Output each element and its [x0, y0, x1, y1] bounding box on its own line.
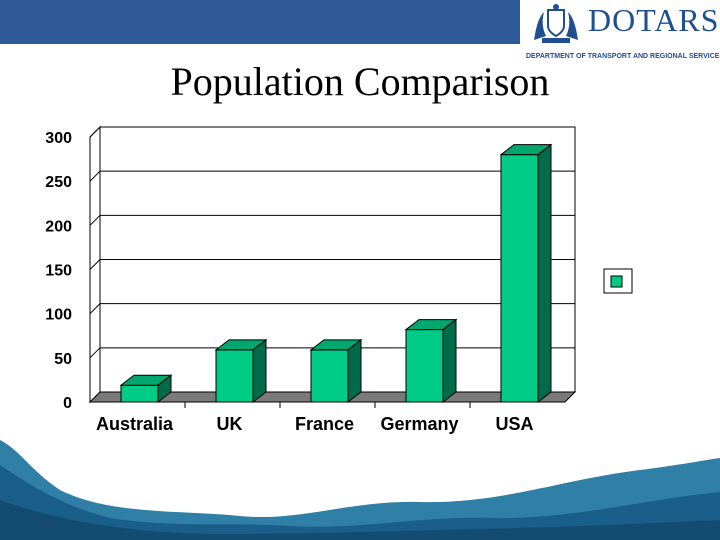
bar-side	[347, 338, 362, 404]
legend-swatch	[610, 275, 623, 288]
logo-subtitle: DEPARTMENT OF TRANSPORT AND REGIONAL SER…	[526, 53, 720, 60]
bar-germany	[404, 318, 458, 404]
bar-uk	[214, 338, 268, 404]
logo-text: DOTARS	[588, 2, 720, 38]
bar-front	[310, 349, 349, 403]
y-tick-label: 300	[45, 130, 72, 147]
bar-front	[215, 349, 254, 403]
gridline	[89, 170, 575, 182]
decorative-wave	[0, 440, 720, 540]
y-axis-ticks: 0 50 100 150 200 250 300	[45, 130, 72, 412]
x-axis-labels: Australia UK France Germany USA	[96, 402, 534, 434]
gridline	[89, 303, 575, 315]
y-tick-label: 0	[63, 395, 72, 412]
y-tick-label: 100	[45, 307, 72, 324]
bar-side	[442, 318, 457, 404]
x-tick-label: Australia	[96, 414, 174, 434]
bar-front	[405, 329, 444, 403]
y-tick-label: 200	[45, 218, 72, 235]
bar-france	[309, 338, 363, 404]
chart-title: Population Comparison	[170, 59, 550, 104]
y-tick-label: 250	[45, 174, 72, 191]
bars	[119, 143, 553, 404]
bar-side	[252, 338, 267, 404]
x-tick-label: USA	[495, 414, 533, 434]
legend	[603, 268, 633, 294]
x-tick-label: Germany	[380, 414, 458, 434]
y-tick-label: 50	[54, 351, 72, 368]
bar-chart: 0 50 100 150 200 250 300 Australia UK France Germ…	[45, 125, 633, 434]
gridline	[89, 259, 575, 270]
gridline	[89, 126, 575, 138]
bar-side	[157, 374, 172, 404]
x-tick-label: France	[295, 414, 354, 434]
gridlines	[89, 126, 575, 359]
bar-australia	[119, 374, 173, 404]
y-tick-label: 150	[45, 263, 72, 280]
coat-of-arms-icon	[534, 4, 578, 43]
bar-side	[537, 143, 552, 404]
page-title: Population Comparison	[0, 58, 720, 105]
bar-front	[120, 384, 159, 403]
gridline	[89, 214, 575, 226]
bar-front	[500, 154, 539, 403]
bar-usa	[499, 143, 553, 404]
x-tick-label: UK	[217, 414, 243, 434]
